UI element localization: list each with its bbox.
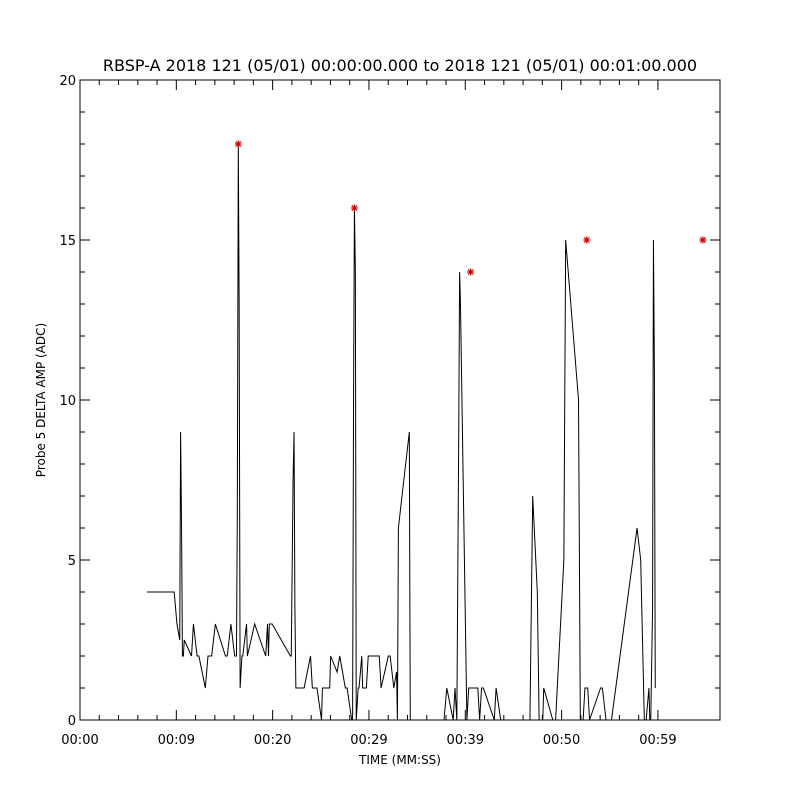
peak-marker (350, 204, 358, 212)
x-tick-label: 00:29 (350, 733, 387, 748)
x-axis-ticks: 00:00 00:09 00:20 00:29 00:39 00:50 00:59 (61, 80, 677, 748)
y-axis-ticks: 0 5 10 15 20 (59, 74, 720, 729)
x-axis-label: TIME (MM:SS) (358, 753, 441, 767)
peak-marker (699, 236, 707, 244)
series-group (147, 143, 656, 721)
y-tick-label: 0 (68, 714, 76, 729)
peak-marker (234, 140, 242, 148)
chart-title: RBSP-A 2018 121 (05/01) 00:00:00.000 to … (103, 56, 697, 75)
y-axis-label: Probe 5 DELTA AMP (ADC) (34, 323, 48, 477)
y-tick-label: 20 (59, 74, 76, 89)
y-tick-label: 15 (59, 234, 76, 249)
x-tick-label: 00:59 (639, 733, 676, 748)
x-tick-label: 00:00 (61, 733, 98, 748)
peak-marker (583, 236, 591, 244)
y-tick-label: 5 (68, 554, 76, 569)
x-tick-label: 00:09 (158, 733, 195, 748)
x-tick-label: 00:20 (254, 733, 291, 748)
peak-markers (234, 140, 707, 276)
y-tick-label: 10 (59, 394, 76, 409)
x-tick-label: 00:50 (543, 733, 580, 748)
peak-marker (467, 268, 475, 276)
series-line (147, 143, 656, 721)
x-tick-label: 00:39 (447, 733, 484, 748)
